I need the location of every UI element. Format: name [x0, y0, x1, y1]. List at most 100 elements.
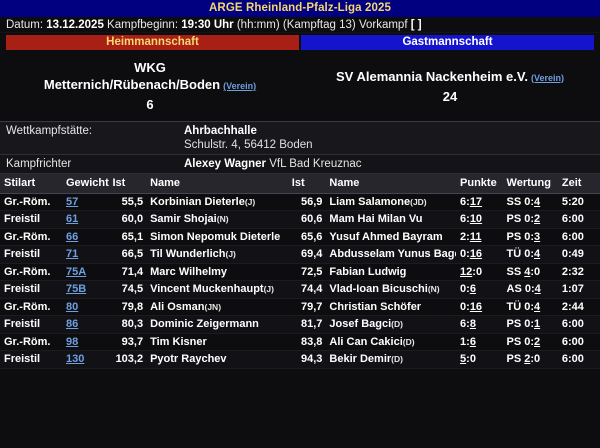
bout-weight-link[interactable]: 80 [61, 298, 109, 316]
guest-team-banner: Gastmannschaft [301, 35, 594, 50]
bout-style: Freistil [0, 315, 62, 334]
bout-rating: SS 0:4 [502, 193, 558, 211]
bout-style: Gr.-Röm. [0, 333, 62, 351]
bout-name-home: Dominic Zeigermann [146, 315, 288, 334]
date-value: 13.12.2025 [46, 19, 104, 31]
bout-ist-guest: 79,7 [287, 298, 326, 316]
bout-weight-link[interactable]: 130 [61, 350, 109, 369]
bout-time: 6:00 [557, 210, 600, 229]
venue-row: Wettkampfstätte: Ahrbachhalle Schulstr. … [0, 122, 600, 155]
bouts-body: Gr.-Röm. 57 55,5 Korbinian Dieterle(J) 56,9 L… [0, 193, 600, 369]
bout-style: Freistil [0, 245, 62, 264]
bout-time: 6:00 [557, 333, 600, 351]
match-meta-line: Datum: 13.12.2025 Kampfbeginn: 19:30 Uhr… [0, 17, 600, 33]
bout-points: 6:10 [456, 210, 503, 229]
home-team-name-1: WKG [134, 60, 166, 75]
bout-points: 6:17 [456, 193, 503, 211]
table-row: Gr.-Röm. 80 79,8 Ali Osman(JN) 79,7 Christian… [0, 298, 600, 316]
bout-name-guest: Mam Hai Milan Vu [325, 210, 457, 229]
home-team-cell: WKG Metternich/Rübenach/Boden (Verein) 6 [0, 52, 300, 121]
col-header-name-home: Name [146, 174, 288, 194]
bout-ist-home: 79,8 [108, 298, 147, 316]
bout-rating: PS 0:2 [502, 210, 558, 229]
venue-name: Ahrbachhalle [184, 125, 257, 137]
bout-style: Gr.-Röm. [0, 298, 62, 316]
bout-style: Gr.-Röm. [0, 228, 62, 246]
bout-ist-guest: 65,6 [287, 228, 326, 246]
col-header-time: Zeit [557, 174, 600, 194]
page-title: ARGE Rheinland-Pfalz-Liga 2025 [0, 0, 600, 17]
home-team-name-2: Metternich/Rübenach/Boden [43, 77, 221, 92]
bout-weight-link[interactable]: 71 [61, 245, 109, 264]
prematch-label: Vorkampf [358, 19, 408, 31]
bout-time: 0:49 [557, 245, 600, 264]
bout-style: Gr.-Röm. [0, 263, 62, 281]
bout-name-home: Samir Shojai(N) [146, 210, 288, 229]
bout-rating: PS 0:3 [502, 228, 558, 246]
table-row: Gr.-Röm. 98 93,7 Tim Kisner 83,8 Ali Can Caki… [0, 333, 600, 351]
home-team-banner: Heimmannschaft [6, 35, 299, 50]
home-team-name-line2: Metternich/Rübenach/Boden (Verein) [44, 76, 256, 95]
bout-name-home: Vincent Muckenhaupt(J) [146, 280, 288, 299]
bout-points: 12:0 [456, 263, 503, 281]
referee-row: Kampfrichter Alexey Wagner VfL Bad Kreuz… [0, 154, 600, 174]
venue-value: Ahrbachhalle Schulstr. 4, 56412 Boden [178, 122, 600, 155]
bout-time: 2:44 [557, 298, 600, 316]
bout-weight-link[interactable]: 61 [61, 210, 109, 229]
bout-points: 1:6 [456, 333, 503, 351]
bout-name-home: Ali Osman(JN) [146, 298, 288, 316]
bout-weight-link[interactable]: 98 [61, 333, 109, 351]
bout-rating: PS 0:1 [502, 315, 558, 334]
team-names-row: WKG Metternich/Rübenach/Boden (Verein) 6 … [0, 52, 600, 122]
bout-points: 0:16 [456, 245, 503, 264]
bout-style: Freistil [0, 210, 62, 229]
bout-ist-home: 71,4 [108, 263, 147, 281]
col-header-rating: Wertung [502, 174, 558, 194]
home-club-link[interactable]: (Verein) [223, 81, 257, 91]
guest-team-name-line1: SV Alemannia Nackenheim e.V. (Verein) [336, 68, 564, 87]
bout-ist-home: 103,2 [108, 350, 147, 369]
start-value: 19:30 Uhr [181, 19, 234, 31]
bout-ist-guest: 56,9 [287, 193, 326, 211]
bout-name-home: Korbinian Dieterle(J) [146, 193, 288, 211]
bout-weight-link[interactable]: 57 [61, 193, 109, 211]
bout-time: 5:20 [557, 193, 600, 211]
bout-ist-guest: 74,4 [287, 280, 326, 299]
bout-time: 2:32 [557, 263, 600, 281]
bout-ist-guest: 83,8 [287, 333, 326, 351]
guest-club-link[interactable]: (Verein) [530, 72, 564, 83]
start-label: Kampfbeginn: [107, 19, 179, 31]
bout-name-home: Marc Wilhelmy [146, 263, 288, 281]
venue-label: Wettkampfstätte: [0, 122, 178, 155]
bout-time: 1:07 [557, 280, 600, 299]
bout-points: 0:16 [456, 298, 503, 316]
bout-style: Freistil [0, 350, 62, 369]
bout-weight-link[interactable]: 75A [61, 263, 109, 281]
bout-name-guest: Vlad-Ioan Bicuschi(N) [325, 280, 457, 299]
referee-label: Kampfrichter [0, 154, 178, 174]
bout-weight-link[interactable]: 66 [61, 228, 109, 246]
col-header-points: Punkte [456, 174, 503, 194]
bout-ist-home: 93,7 [108, 333, 147, 351]
venue-address: Schulstr. 4, 56412 Boden [184, 139, 313, 151]
bout-name-home: Tim Kisner [146, 333, 288, 351]
referee-club: VfL Bad Kreuznac [269, 158, 362, 170]
table-row: Gr.-Röm. 57 55,5 Korbinian Dieterle(J) 56,9 L… [0, 193, 600, 211]
guest-team-score: 24 [442, 88, 458, 104]
bout-ist-home: 55,5 [108, 193, 147, 211]
table-row: Freistil 61 60,0 Samir Shojai(N) 60,6 Mam Hai… [0, 210, 600, 229]
bout-weight-link[interactable]: 86 [61, 315, 109, 334]
team-banner-row: Heimmannschaft Gastmannschaft [0, 33, 600, 52]
prematch-checkbox[interactable]: [ ] [410, 19, 422, 31]
time-format-note: (hh:mm) [236, 19, 280, 31]
bout-name-guest: Ali Can Cakici(D) [325, 333, 457, 351]
home-team-name-line1: WKG [134, 59, 166, 76]
bout-ist-guest: 60,6 [287, 210, 326, 229]
bout-weight-link[interactable]: 75B [61, 280, 109, 299]
matchday-note: (Kampftag 13) [282, 19, 356, 31]
table-row: Freistil 71 66,5 Til Wunderlich(J) 69,4 Abdus… [0, 245, 600, 264]
referee-name: Alexey Wagner [184, 158, 267, 170]
bout-points: 6:8 [456, 315, 503, 334]
bout-ist-guest: 94,3 [287, 350, 326, 369]
bout-name-home: Pyotr Raychev [146, 350, 288, 369]
